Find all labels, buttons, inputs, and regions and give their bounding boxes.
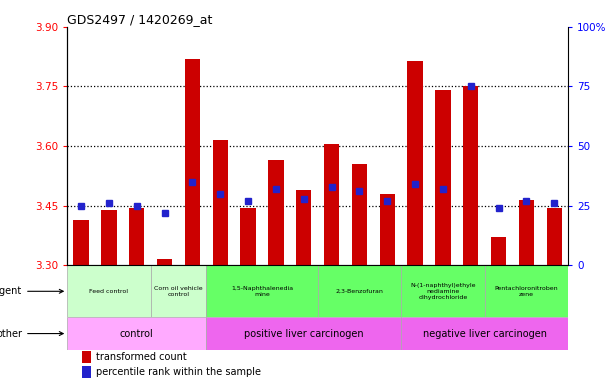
Bar <box>491 237 507 265</box>
Bar <box>67 317 207 350</box>
Bar <box>296 190 312 265</box>
Bar <box>519 200 534 265</box>
Bar <box>207 265 318 317</box>
Text: Pentachloronitroben
zene: Pentachloronitroben zene <box>495 286 558 297</box>
Bar <box>241 208 256 265</box>
Bar <box>352 164 367 265</box>
Bar <box>318 265 401 317</box>
Bar <box>485 265 568 317</box>
Bar <box>82 351 91 362</box>
Bar <box>73 220 89 265</box>
Bar <box>129 208 144 265</box>
Text: agent: agent <box>0 286 63 296</box>
Text: transformed count: transformed count <box>97 352 187 362</box>
Text: control: control <box>120 329 154 339</box>
Bar <box>82 366 91 378</box>
Text: N-(1-naphthyl)ethyle
nediamine
dihydrochloride: N-(1-naphthyl)ethyle nediamine dihydroch… <box>410 283 476 300</box>
Bar <box>401 265 485 317</box>
Bar <box>324 144 339 265</box>
Bar <box>435 91 451 265</box>
Text: Corn oil vehicle
control: Corn oil vehicle control <box>154 286 203 297</box>
Bar <box>67 265 151 317</box>
Text: GDS2497 / 1420269_at: GDS2497 / 1420269_at <box>67 13 213 26</box>
Bar <box>547 208 562 265</box>
Text: 2,3-Benzofuran: 2,3-Benzofuran <box>335 289 384 294</box>
Bar <box>213 140 228 265</box>
Bar <box>463 86 478 265</box>
Bar <box>207 317 401 350</box>
Bar <box>157 259 172 265</box>
Text: negative liver carcinogen: negative liver carcinogen <box>423 329 547 339</box>
Bar <box>185 59 200 265</box>
Bar <box>379 194 395 265</box>
Text: percentile rank within the sample: percentile rank within the sample <box>97 367 262 377</box>
Text: Feed control: Feed control <box>89 289 128 294</box>
Text: other: other <box>0 329 63 339</box>
Bar <box>401 317 568 350</box>
Text: 1,5-Naphthalenedia
mine: 1,5-Naphthalenedia mine <box>231 286 293 297</box>
Bar <box>151 265 207 317</box>
Bar <box>408 61 423 265</box>
Bar <box>101 210 117 265</box>
Bar <box>268 160 284 265</box>
Text: positive liver carcinogen: positive liver carcinogen <box>244 329 364 339</box>
